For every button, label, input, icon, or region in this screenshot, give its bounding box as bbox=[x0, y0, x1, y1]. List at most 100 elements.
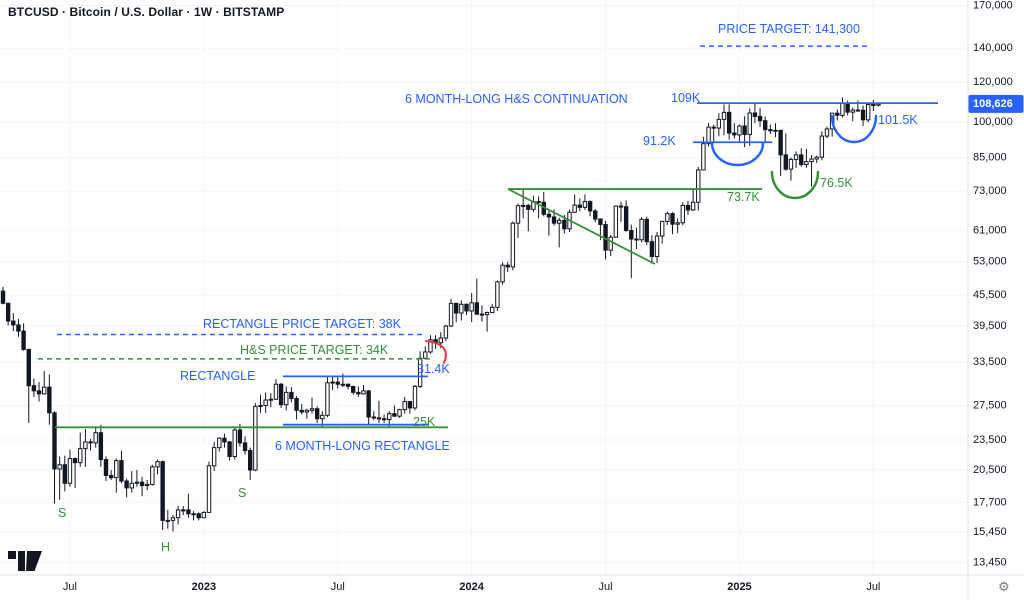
candle-up bbox=[191, 513, 196, 516]
candle-up bbox=[654, 235, 660, 258]
annotation-hs-continuation[interactable]: 6 MONTH-LONG H&S CONTINUATION bbox=[405, 92, 628, 106]
price-tick-label: 45,500 bbox=[973, 289, 1007, 301]
candle-down bbox=[855, 109, 861, 112]
annotation-level-91-2k[interactable]: 91.2K bbox=[643, 134, 676, 148]
candle-down bbox=[98, 432, 104, 461]
annotation-level-101-5k[interactable]: 101.5K bbox=[878, 113, 918, 127]
candle-down bbox=[474, 302, 480, 315]
annotation-hs-price-target[interactable]: H&S PRICE TARGET: 34K bbox=[240, 343, 389, 357]
candle-down bbox=[407, 401, 413, 409]
candle-up bbox=[876, 103, 881, 106]
arc-pattern[interactable] bbox=[710, 141, 765, 167]
candle-up bbox=[232, 429, 237, 458]
annotation-price-target-141300[interactable]: PRICE TARGET: 141,300 bbox=[718, 22, 860, 36]
candle-down bbox=[222, 437, 227, 443]
candle-down bbox=[629, 230, 634, 240]
annotation-left-shoulder[interactable]: S bbox=[58, 506, 66, 520]
candle-down bbox=[464, 303, 469, 312]
candle-up bbox=[206, 465, 212, 513]
grid-lines bbox=[0, 0, 968, 575]
annotation-head[interactable]: H bbox=[161, 540, 170, 554]
candle-up bbox=[217, 437, 222, 449]
candle-up bbox=[773, 129, 778, 132]
candle-up bbox=[706, 126, 711, 145]
candle-up bbox=[309, 408, 315, 411]
current-price-label: 108,626 bbox=[973, 98, 1013, 110]
candle-up bbox=[510, 222, 516, 268]
candle-down bbox=[778, 129, 783, 156]
candle-up bbox=[793, 154, 799, 161]
price-tick-label: 23,500 bbox=[973, 434, 1007, 446]
candle-down bbox=[551, 216, 557, 224]
candle-up bbox=[402, 401, 407, 411]
candle-down bbox=[835, 112, 840, 116]
retest-curve[interactable] bbox=[425, 340, 447, 364]
candle-up bbox=[721, 111, 727, 120]
candle-up bbox=[840, 102, 845, 116]
price-tick-label: 170,000 bbox=[973, 0, 1013, 12]
candle-up bbox=[866, 104, 871, 121]
tradingview-logo[interactable] bbox=[7, 550, 43, 572]
annotation-level-25k[interactable]: 25K bbox=[413, 415, 436, 429]
price-tick-label: 33,500 bbox=[973, 356, 1007, 368]
price-tick-label: 53,000 bbox=[973, 255, 1007, 267]
annotation-six-month-rectangle[interactable]: 6 MONTH-LONG RECTANGLE bbox=[275, 439, 450, 453]
candle-down bbox=[88, 441, 93, 444]
candle-up bbox=[484, 312, 490, 316]
candle-down bbox=[526, 204, 531, 210]
candle-down bbox=[768, 129, 773, 132]
annotation-level-109k[interactable]: 109K bbox=[671, 91, 701, 105]
candle-up bbox=[78, 448, 83, 464]
candle-up bbox=[675, 222, 680, 225]
candle-up bbox=[150, 466, 155, 485]
price-axis[interactable]: 170,000 140,000 120,000 100,000 85,000 73,000… bbox=[968, 0, 1024, 569]
annotations-group[interactable]: PRICE TARGET: 141,300 6 MONTH-LONG H&S CO… bbox=[58, 22, 918, 554]
candle-down bbox=[685, 204, 691, 211]
price-tick-label: 27,500 bbox=[973, 400, 1007, 412]
candle-down bbox=[381, 418, 387, 421]
annotation-rectangle-price-target[interactable]: RECTANGLE PRICE TARGET: 38K bbox=[203, 317, 402, 331]
arc-pattern[interactable] bbox=[830, 114, 878, 144]
time-tick-label: Jul bbox=[331, 581, 345, 593]
candle-down bbox=[763, 120, 768, 131]
symbol-title[interactable]: BTCUSD · Bitcoin / U.S. Dollar · 1W · BI… bbox=[8, 5, 285, 19]
candle-up bbox=[495, 281, 500, 308]
candle-up bbox=[129, 482, 134, 489]
candle-up bbox=[170, 517, 176, 521]
candle-up bbox=[850, 109, 855, 113]
arc-pattern[interactable] bbox=[770, 170, 820, 200]
trendline[interactable] bbox=[507, 188, 656, 265]
candle-up bbox=[165, 519, 171, 522]
settings-gear-icon[interactable]: ⚙ bbox=[998, 579, 1010, 594]
candle-down bbox=[11, 320, 16, 326]
annotation-level-73-7k[interactable]: 73.7K bbox=[727, 190, 760, 204]
annotation-level-76-5k[interactable]: 76.5K bbox=[820, 176, 853, 190]
annotation-rectangle-label[interactable]: RECTANGLE bbox=[180, 369, 255, 383]
price-tick-label: 85,000 bbox=[973, 152, 1007, 164]
candle-up bbox=[175, 509, 181, 519]
annotation-level-31-4k[interactable]: 31.4K bbox=[417, 362, 450, 376]
candle-down bbox=[351, 385, 356, 393]
candle-up bbox=[608, 236, 613, 251]
candle-up bbox=[438, 337, 443, 344]
candle-up bbox=[330, 381, 335, 384]
drawings-group[interactable] bbox=[38, 45, 938, 429]
time-tick-label: 2023 bbox=[192, 581, 216, 593]
candle-up bbox=[145, 483, 150, 487]
candle-down bbox=[227, 441, 232, 458]
candle-up bbox=[788, 159, 794, 170]
candles-group[interactable] bbox=[0, 97, 881, 532]
candle-up bbox=[201, 511, 207, 519]
candle-up bbox=[57, 464, 62, 470]
time-axis[interactable]: Jul 2023 Jul 2024 Jul 2025 Jul bbox=[63, 581, 880, 593]
candle-up bbox=[320, 414, 325, 420]
candle-down bbox=[103, 459, 109, 476]
annotation-right-shoulder[interactable]: S bbox=[238, 486, 246, 500]
price-tick-label: 140,000 bbox=[973, 42, 1013, 54]
time-tick-label: 2025 bbox=[727, 581, 751, 593]
candle-down bbox=[536, 201, 541, 204]
